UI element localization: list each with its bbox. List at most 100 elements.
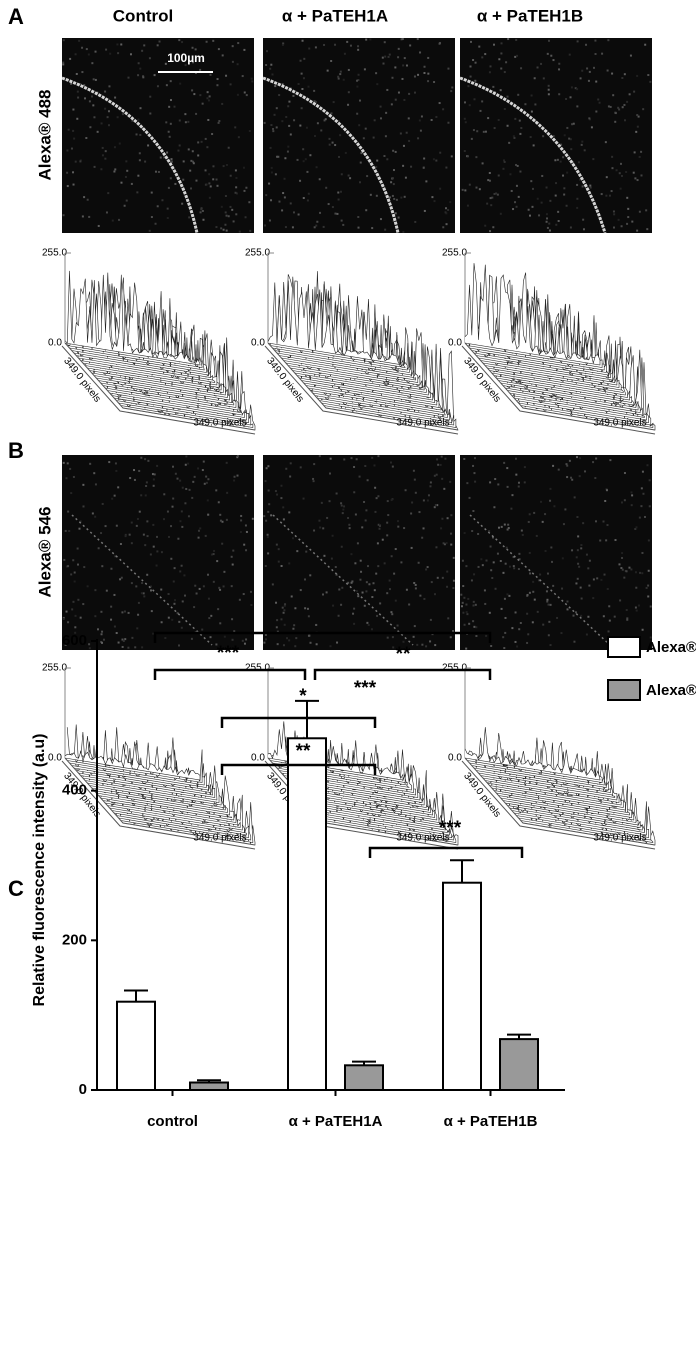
noise (373, 119, 376, 122)
noise (116, 43, 119, 46)
noise (283, 609, 286, 612)
noise (596, 577, 599, 580)
noise (266, 533, 269, 536)
noise (597, 98, 600, 101)
noise (182, 178, 185, 181)
noise (433, 506, 436, 509)
noise (528, 513, 531, 516)
noise (446, 585, 449, 588)
noise (533, 511, 536, 514)
noise (432, 158, 435, 161)
noise (435, 546, 438, 549)
z-max-label: 255.0 (442, 663, 467, 674)
noise (309, 574, 312, 577)
noise (197, 141, 200, 144)
bar (116, 1000, 156, 1091)
noise (314, 100, 317, 103)
noise (412, 469, 415, 472)
noise (166, 510, 169, 513)
noise (192, 160, 195, 163)
noise (227, 215, 230, 218)
noise (127, 76, 130, 79)
noise (366, 621, 369, 624)
noise (553, 505, 556, 508)
noise (199, 94, 202, 97)
noise (601, 52, 604, 55)
noise (88, 215, 91, 218)
noise (562, 156, 565, 159)
noise (248, 201, 251, 204)
noise (299, 59, 302, 62)
noise (468, 183, 471, 186)
noise (575, 556, 578, 559)
noise (101, 565, 104, 568)
noise (342, 223, 345, 226)
noise (550, 560, 553, 563)
noise (137, 601, 140, 604)
fluorescent-edge (459, 76, 607, 234)
noise (329, 645, 332, 648)
noise (535, 534, 538, 537)
noise (383, 41, 386, 44)
noise (475, 635, 478, 638)
noise (208, 182, 211, 185)
noise (560, 143, 563, 146)
noise (413, 478, 416, 481)
noise (371, 596, 374, 599)
noise (181, 486, 184, 489)
noise (104, 157, 107, 160)
noise (314, 46, 317, 49)
noise (224, 223, 227, 226)
noise (427, 56, 430, 59)
noise (447, 67, 450, 70)
column-header: Control (113, 6, 173, 25)
noise (594, 520, 597, 523)
noise (89, 126, 92, 129)
z-min-label: 0.0 (448, 753, 462, 764)
noise (292, 94, 295, 97)
noise (391, 177, 394, 180)
noise (100, 633, 103, 636)
noise (379, 602, 382, 605)
noise (265, 63, 268, 66)
noise (530, 94, 533, 97)
noise (474, 457, 477, 460)
noise (552, 584, 555, 587)
noise (289, 202, 292, 205)
noise (179, 479, 182, 482)
noise (92, 104, 95, 107)
noise (96, 628, 99, 631)
noise (106, 116, 109, 119)
noise (365, 38, 368, 41)
noise (341, 586, 344, 589)
y-axis-label: 349.0 pixels (396, 418, 449, 429)
noise (131, 119, 134, 122)
noise (500, 52, 503, 55)
noise (357, 73, 360, 76)
noise (581, 69, 584, 72)
noise (281, 120, 284, 123)
noise (274, 490, 277, 493)
noise (573, 640, 576, 643)
noise (127, 646, 130, 649)
noise (513, 567, 516, 570)
noise (379, 523, 382, 526)
noise (120, 576, 123, 579)
noise (426, 566, 429, 569)
noise (113, 170, 116, 173)
noise (423, 597, 426, 600)
noise (529, 136, 532, 139)
noise (623, 103, 626, 106)
noise (547, 88, 550, 91)
z-max-label: 255.0 (442, 248, 467, 259)
noise (504, 562, 507, 565)
noise (506, 485, 509, 488)
noise (547, 39, 550, 42)
noise (225, 229, 228, 232)
noise (307, 192, 310, 195)
noise (376, 614, 379, 617)
noise (640, 150, 643, 153)
noise (402, 64, 405, 67)
noise (100, 168, 103, 171)
noise (619, 187, 622, 190)
